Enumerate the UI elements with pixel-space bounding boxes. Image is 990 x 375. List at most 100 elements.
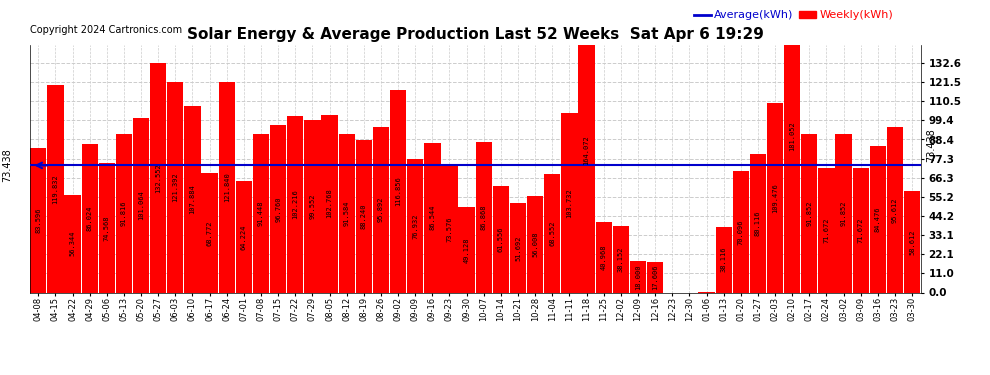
Bar	[836, 134, 851, 292]
Bar	[99, 164, 115, 292]
Text: 102.768: 102.768	[327, 189, 333, 219]
Legend: Average(kWh), Weekly(kWh): Average(kWh), Weekly(kWh)	[690, 6, 897, 25]
Text: 91.448: 91.448	[258, 201, 264, 226]
Text: 91.584: 91.584	[344, 201, 349, 226]
Bar	[870, 146, 886, 292]
Bar	[544, 174, 560, 292]
Bar	[184, 106, 201, 292]
Bar	[475, 142, 492, 292]
Bar	[510, 203, 526, 292]
Bar	[887, 127, 903, 292]
Text: 38.152: 38.152	[618, 247, 624, 272]
Text: 18.000: 18.000	[635, 264, 641, 290]
Bar	[749, 154, 766, 292]
Text: 164.072: 164.072	[583, 136, 590, 165]
Text: 91.816: 91.816	[121, 200, 127, 226]
Text: 38.116: 38.116	[721, 247, 727, 272]
Text: 102.216: 102.216	[292, 189, 298, 219]
Text: 71.672: 71.672	[857, 218, 863, 243]
Bar	[304, 120, 321, 292]
Bar	[339, 134, 354, 292]
Bar	[647, 262, 663, 292]
Text: 95.892: 95.892	[378, 197, 384, 222]
Bar	[202, 174, 218, 292]
Text: 95.612: 95.612	[892, 197, 898, 222]
Text: 56.344: 56.344	[69, 231, 75, 256]
Text: 83.596: 83.596	[36, 207, 42, 233]
Bar	[630, 261, 646, 292]
Text: 86.868: 86.868	[481, 205, 487, 230]
Text: 109.476: 109.476	[772, 183, 778, 213]
Text: 56.008: 56.008	[533, 231, 539, 257]
Text: 96.760: 96.760	[275, 196, 281, 222]
Bar	[819, 168, 835, 292]
Bar	[48, 85, 63, 292]
Bar	[81, 144, 98, 292]
Bar	[150, 63, 166, 292]
Bar	[270, 125, 286, 292]
Text: 91.852: 91.852	[841, 200, 846, 226]
Text: 73.438: 73.438	[926, 128, 936, 162]
Bar	[904, 191, 921, 292]
Text: 70.096: 70.096	[738, 219, 743, 245]
Bar	[252, 134, 269, 292]
Text: 64.224: 64.224	[241, 224, 247, 250]
Text: 68.552: 68.552	[549, 220, 555, 246]
Text: 17.606: 17.606	[652, 264, 658, 290]
Bar	[133, 118, 149, 292]
Text: 68.772: 68.772	[207, 220, 213, 246]
Bar	[801, 134, 818, 292]
Bar	[425, 143, 441, 292]
Bar	[219, 82, 235, 292]
Bar	[716, 226, 732, 292]
Text: 116.856: 116.856	[395, 177, 401, 206]
Bar	[767, 103, 783, 292]
Text: 181.052: 181.052	[789, 121, 795, 151]
Text: 119.832: 119.832	[52, 174, 58, 204]
Text: 107.884: 107.884	[189, 184, 195, 214]
Bar	[596, 222, 612, 292]
Text: 71.672: 71.672	[824, 218, 830, 243]
Text: Copyright 2024 Cartronics.com: Copyright 2024 Cartronics.com	[30, 25, 182, 35]
Text: 88.240: 88.240	[360, 203, 367, 229]
Bar	[236, 182, 252, 292]
Bar	[784, 0, 800, 292]
Text: 132.552: 132.552	[155, 163, 161, 193]
Text: 121.392: 121.392	[172, 172, 178, 202]
Bar	[116, 134, 132, 292]
Text: 74.568: 74.568	[104, 215, 110, 241]
Text: 40.968: 40.968	[601, 244, 607, 270]
Text: 51.692: 51.692	[515, 235, 521, 261]
Bar	[322, 115, 338, 292]
Title: Solar Energy & Average Production Last 52 Weeks  Sat Apr 6 19:29: Solar Energy & Average Production Last 5…	[187, 27, 763, 42]
Bar	[733, 171, 748, 292]
Text: 86.024: 86.024	[87, 205, 93, 231]
Text: 84.476: 84.476	[875, 207, 881, 232]
Text: 86.544: 86.544	[430, 205, 436, 230]
Text: 73.576: 73.576	[446, 216, 452, 242]
Bar	[527, 196, 544, 292]
Text: 121.840: 121.840	[224, 172, 230, 202]
Bar	[561, 113, 577, 292]
Text: 61.556: 61.556	[498, 226, 504, 252]
Text: 80.116: 80.116	[755, 210, 761, 236]
Bar	[64, 195, 80, 292]
Bar	[442, 165, 457, 292]
Text: 101.064: 101.064	[138, 190, 145, 220]
Text: 76.932: 76.932	[412, 213, 418, 238]
Bar	[493, 186, 509, 292]
Bar	[852, 168, 869, 292]
Text: 73.438: 73.438	[2, 148, 13, 182]
Bar	[407, 159, 424, 292]
Bar	[30, 148, 47, 292]
Bar	[458, 207, 475, 292]
Bar	[390, 90, 406, 292]
Bar	[287, 116, 303, 292]
Bar	[578, 9, 595, 292]
Bar	[613, 226, 629, 292]
Text: 49.128: 49.128	[463, 237, 469, 263]
Bar	[167, 82, 183, 292]
Bar	[355, 140, 372, 292]
Text: 58.612: 58.612	[909, 229, 915, 255]
Text: 103.732: 103.732	[566, 188, 572, 218]
